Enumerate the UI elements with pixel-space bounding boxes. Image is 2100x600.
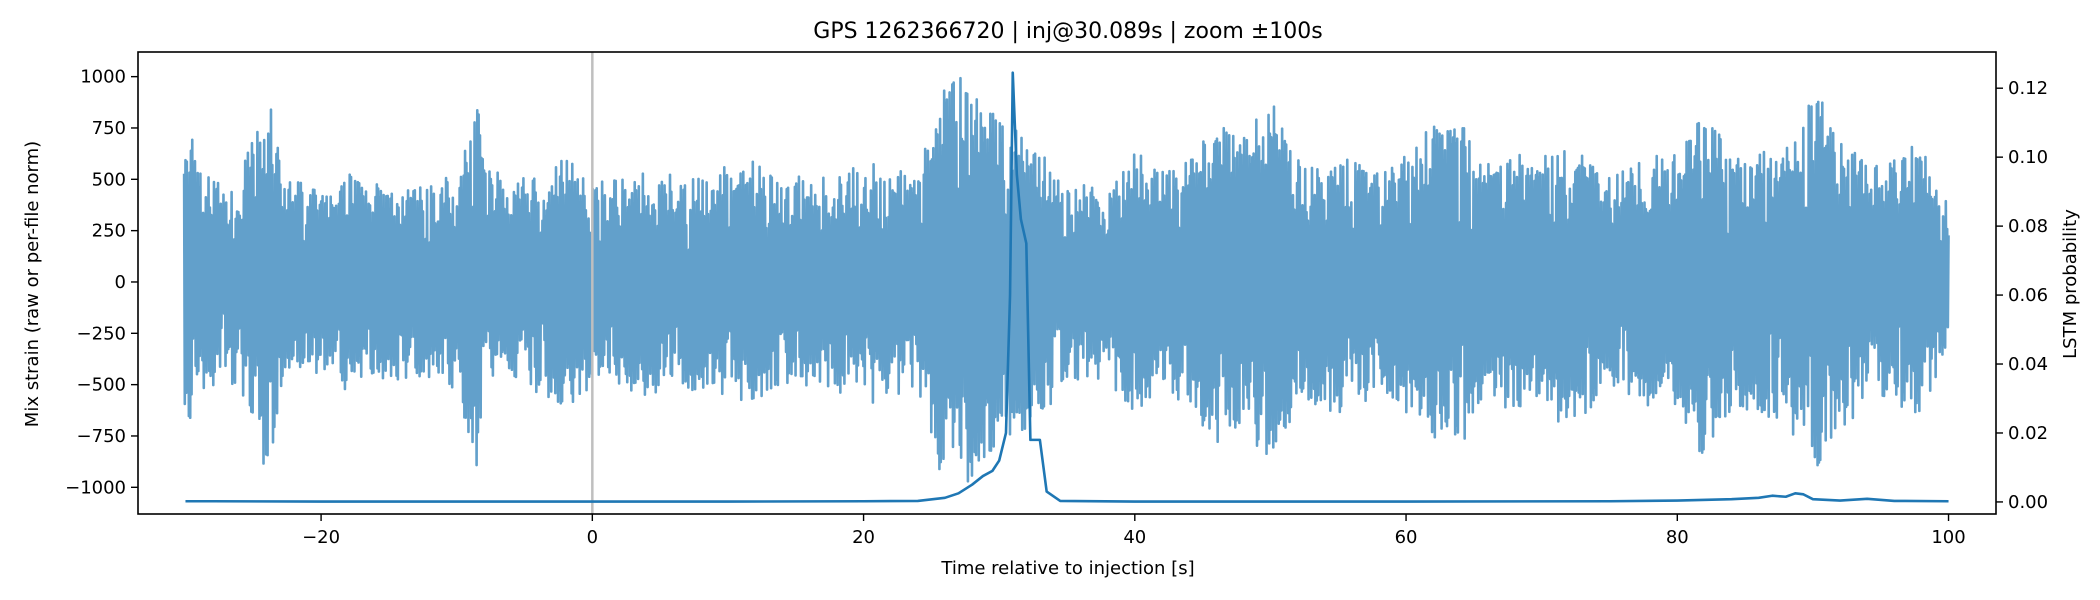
- y-right-tick-label: 0.06: [2008, 285, 2048, 306]
- y-left-tick-label: −750: [77, 426, 126, 447]
- y-left-tick-label: 0: [115, 272, 126, 293]
- y-left-tick-label: 250: [92, 221, 126, 242]
- x-axis-label: Time relative to injection [s]: [940, 558, 1194, 579]
- y-left-tick-label: −500: [77, 375, 126, 396]
- y-right-tick-label: 0.12: [2008, 78, 2048, 99]
- y-left-tick-label: 750: [92, 118, 126, 139]
- y-axis-right-label: LSTM probability: [2060, 209, 2081, 359]
- y-right-tick-label: 0.10: [2008, 147, 2048, 168]
- plot-frame: [137, 51, 1997, 515]
- y-right-tick-label: 0.04: [2008, 354, 2048, 375]
- x-tick-label: 0: [587, 527, 598, 548]
- y-left-tick-label: 500: [92, 169, 126, 190]
- y-left-tick-label: −1000: [65, 477, 126, 498]
- y-left-tick-label: 1000: [80, 67, 126, 88]
- x-tick-label: −20: [302, 527, 340, 548]
- y-right-tick-label: 0.00: [2008, 492, 2048, 513]
- x-tick-label: 40: [1123, 527, 1146, 548]
- y-right-tick-label: 0.08: [2008, 216, 2048, 237]
- y-left-tick-label: −250: [77, 323, 126, 344]
- x-tick-label: 80: [1666, 527, 1689, 548]
- x-tick-label: 20: [852, 527, 875, 548]
- chart-title: GPS 1262366720 | inj@30.089s | zoom ±100…: [813, 19, 1322, 44]
- lstm-probability-line: [185, 71, 1949, 503]
- plot-area: [182, 52, 1950, 514]
- y-right-tick-label: 0.02: [2008, 423, 2048, 444]
- x-tick-label: 60: [1395, 527, 1418, 548]
- strain-series-line: [182, 76, 1950, 483]
- y-axis-left-label: Mix strain (raw or per-file norm): [22, 141, 43, 427]
- x-tick-label: 100: [1931, 527, 1965, 548]
- axes: −20 0 20 40 60 80 100 1000 750 500 250 0 −250 −500 −75…: [65, 51, 2048, 548]
